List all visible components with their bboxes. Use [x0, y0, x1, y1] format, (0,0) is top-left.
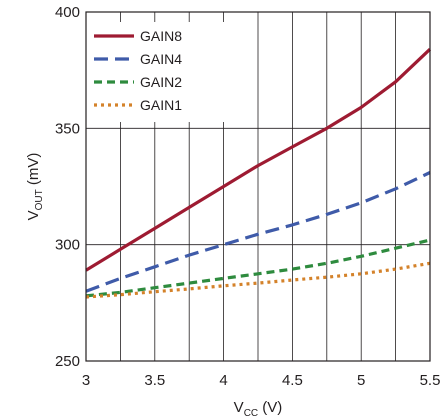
y-axis-label: VOUT (mV) — [25, 153, 45, 221]
x-axis-label: VCC (V) — [234, 399, 283, 419]
series-line-gain4 — [85, 171, 431, 293]
legend-label-gain8: GAIN8 — [140, 28, 182, 44]
y-tick-label: 250 — [55, 353, 80, 370]
series-line-gain1 — [85, 261, 431, 299]
y-axis-label-unit: (mV) — [25, 153, 42, 190]
series-layer — [85, 48, 432, 299]
plot-frame — [85, 11, 431, 362]
x-tick-label: 5.5 — [420, 372, 441, 389]
legend-label-gain1: GAIN1 — [140, 97, 182, 113]
series-line-gain8 — [85, 48, 432, 272]
y-tick-label: 350 — [55, 120, 80, 137]
y-axis-label-main: V — [25, 210, 42, 220]
y-axis-label-subscript: OUT — [34, 189, 45, 210]
y-tick-label: 400 — [55, 4, 80, 21]
x-tick-labels: 3 3.5 4 4.5 5 5.5 — [82, 372, 441, 389]
x-tick-label: 5 — [357, 372, 365, 389]
y-tick-labels: 250 300 350 400 — [55, 4, 80, 370]
x-tick-label: 4.5 — [282, 372, 303, 389]
y-tick-label: 300 — [55, 237, 80, 254]
x-axis-label-main: V — [234, 399, 244, 416]
x-tick-label: 4 — [219, 372, 227, 389]
x-tick-label: 3.5 — [144, 372, 165, 389]
legend: GAIN8 GAIN4 GAIN2 GAIN1 — [89, 22, 239, 122]
legend-label-gain2: GAIN2 — [140, 74, 182, 90]
legend-background — [89, 22, 239, 122]
series-line-gain2 — [85, 238, 431, 298]
legend-label-gain4: GAIN4 — [140, 51, 182, 67]
x-tick-label: 3 — [82, 372, 90, 389]
x-axis-label-subscript: CC — [244, 408, 258, 419]
x-axis-label-unit: (V) — [258, 399, 282, 416]
